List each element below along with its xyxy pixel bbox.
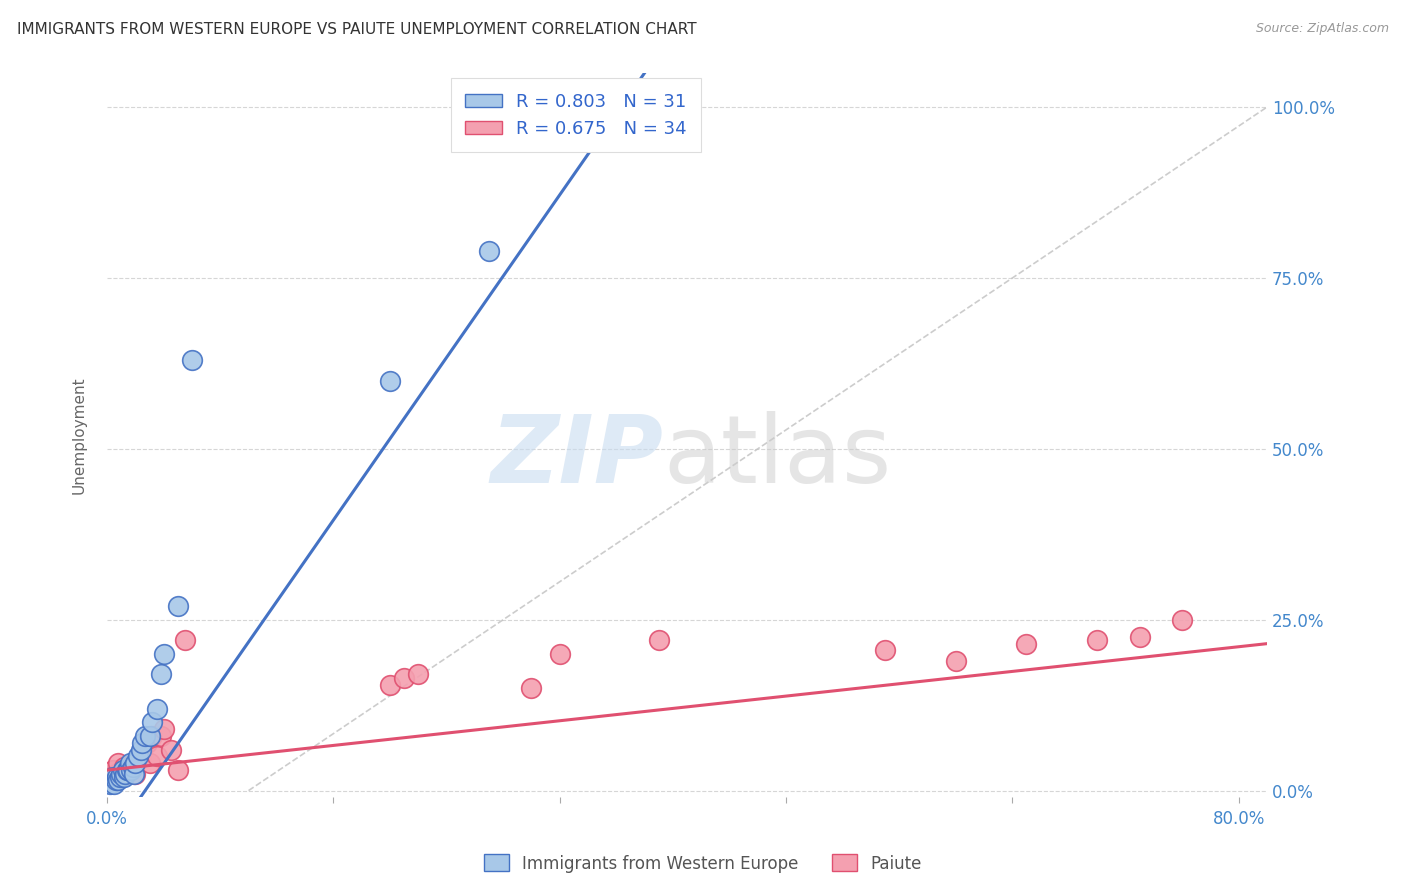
Point xyxy=(117,763,139,777)
Point xyxy=(104,773,127,788)
Point xyxy=(131,736,153,750)
Point xyxy=(149,729,172,743)
Text: atlas: atlas xyxy=(664,411,891,503)
Point xyxy=(120,763,142,777)
Point xyxy=(135,736,157,750)
Point xyxy=(406,667,429,681)
Point xyxy=(115,766,138,780)
Point xyxy=(107,773,129,788)
Point xyxy=(166,763,188,777)
Point xyxy=(1171,613,1194,627)
Point xyxy=(98,777,121,791)
Point xyxy=(129,749,152,764)
Text: Source: ZipAtlas.com: Source: ZipAtlas.com xyxy=(1256,22,1389,36)
Point xyxy=(166,599,188,613)
Point xyxy=(152,647,174,661)
Point xyxy=(127,749,149,764)
Point xyxy=(129,742,152,756)
Text: ZIP: ZIP xyxy=(491,411,664,503)
Point xyxy=(181,353,204,368)
Point xyxy=(647,633,669,648)
Point xyxy=(112,770,135,784)
Point xyxy=(141,715,163,730)
Legend: R = 0.803   N = 31, R = 0.675   N = 34: R = 0.803 N = 31, R = 0.675 N = 34 xyxy=(458,86,695,145)
Point xyxy=(131,742,153,756)
Text: IMMIGRANTS FROM WESTERN EUROPE VS PAIUTE UNEMPLOYMENT CORRELATION CHART: IMMIGRANTS FROM WESTERN EUROPE VS PAIUTE… xyxy=(17,22,696,37)
Point xyxy=(392,671,415,685)
Point xyxy=(114,766,136,780)
Point xyxy=(127,753,149,767)
Point xyxy=(152,722,174,736)
Point xyxy=(124,766,146,780)
Point xyxy=(107,756,129,771)
Point xyxy=(873,643,896,657)
Point xyxy=(103,777,125,791)
Point xyxy=(1085,633,1108,648)
Point xyxy=(118,756,141,771)
Point xyxy=(121,756,143,771)
Point xyxy=(145,749,167,764)
Point xyxy=(98,770,121,784)
Point xyxy=(145,701,167,715)
Point xyxy=(115,763,138,777)
Point xyxy=(149,667,172,681)
Point xyxy=(101,763,124,777)
Point xyxy=(108,770,131,784)
Point xyxy=(173,633,195,648)
Point xyxy=(138,756,160,771)
Legend: Immigrants from Western Europe, Paiute: Immigrants from Western Europe, Paiute xyxy=(478,847,928,880)
Point xyxy=(478,244,501,258)
Point xyxy=(104,766,127,780)
Point xyxy=(141,729,163,743)
Point xyxy=(110,766,132,780)
Point xyxy=(110,770,132,784)
Point xyxy=(118,763,141,777)
Point xyxy=(105,770,128,784)
Point xyxy=(945,654,967,668)
Point xyxy=(134,729,156,743)
Point xyxy=(121,760,143,774)
Point xyxy=(520,681,543,695)
Point xyxy=(138,729,160,743)
Point xyxy=(101,770,124,784)
Point xyxy=(122,766,145,780)
Point xyxy=(112,760,135,774)
Point xyxy=(378,678,401,692)
Y-axis label: Unemployment: Unemployment xyxy=(72,376,86,494)
Point xyxy=(378,374,401,388)
Point xyxy=(159,742,181,756)
Point xyxy=(111,763,134,777)
Point xyxy=(548,647,571,661)
Point xyxy=(1129,630,1152,644)
Point xyxy=(1015,637,1038,651)
Point xyxy=(124,756,146,771)
